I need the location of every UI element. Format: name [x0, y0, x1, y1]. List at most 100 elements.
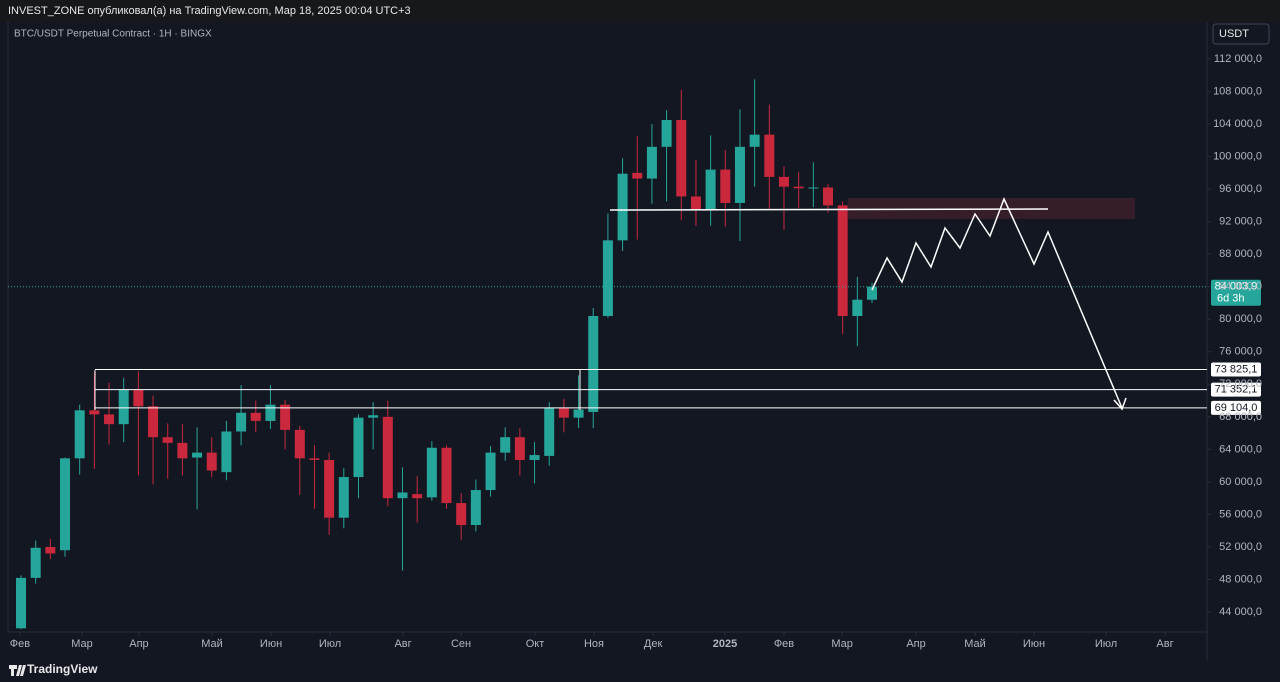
x-tick-label: Июн: [260, 638, 282, 650]
candle-body: [118, 390, 129, 425]
x-tick-label: Ноя: [584, 638, 604, 650]
candle-body: [45, 546, 56, 554]
y-tick-label: 56 000,0: [1219, 508, 1262, 520]
candle-body: [397, 492, 408, 499]
last-price-tag: [1211, 279, 1261, 306]
candle-body: [676, 120, 687, 197]
candle-body: [250, 412, 261, 421]
level-tag: [1211, 362, 1261, 377]
projection-arrow: [1113, 397, 1127, 411]
x-tick-label: Авг: [394, 638, 411, 650]
y-tick-label: 108 000,0: [1213, 85, 1262, 97]
x-tick-label: Сен: [451, 638, 471, 650]
y-tick-label: 60 000,0: [1219, 476, 1262, 488]
candle-body: [764, 134, 775, 177]
candle-body: [294, 429, 305, 459]
x-tick-label: Фев: [774, 638, 794, 650]
candle-body: [544, 407, 555, 456]
projection-path: [871, 197, 1123, 409]
candle-body: [867, 286, 878, 300]
x-tick-label: 2025: [713, 638, 737, 650]
candle-body: [16, 577, 27, 629]
y-tick-label: 92 000,0: [1219, 216, 1262, 228]
x-tick-label: Окт: [526, 638, 545, 650]
candle-body: [206, 452, 217, 471]
candle-body: [162, 437, 173, 443]
candle-body: [793, 186, 804, 189]
currency[interactable]: USDT: [1219, 28, 1249, 40]
candle-body: [808, 187, 819, 189]
candle-body: [280, 404, 291, 430]
y-tick-label: 112 000,0: [1214, 53, 1262, 65]
level-line: [609, 208, 1049, 211]
y-tick-label: 84 000,0: [1219, 281, 1262, 293]
candle-body: [470, 490, 481, 526]
y-tick-label: 68 000,0: [1219, 411, 1262, 423]
y-tick-label: 88 000,0: [1219, 248, 1262, 260]
candle-body: [690, 196, 701, 210]
top-bar: [0, 0, 1280, 22]
candle-body: [602, 240, 613, 317]
candle-body: [646, 146, 657, 179]
candle-body: [778, 176, 789, 187]
candle-body: [441, 447, 452, 504]
candle-body: [382, 416, 393, 499]
candle-body: [89, 410, 100, 415]
y-tick-label: 104 000,0: [1213, 118, 1262, 130]
candle-body: [192, 452, 203, 458]
x-tick-label: Фев: [10, 638, 30, 650]
candle-body: [426, 447, 437, 498]
x-tick-label: Май: [964, 638, 986, 650]
symbol-title: BTC/USDT Perpetual Contract · 1H · BINGX: [14, 29, 212, 40]
candle-body: [133, 390, 144, 407]
candle-body: [588, 316, 599, 412]
currency-button[interactable]: [1212, 23, 1270, 45]
x-tick-label: Май: [201, 638, 223, 650]
level-tag: [1211, 382, 1261, 397]
candle-body: [74, 410, 85, 459]
x-tick-label: Июл: [1095, 638, 1117, 650]
candle-body: [617, 173, 628, 241]
level-tag-label: 71 352,1: [1215, 383, 1258, 395]
candle-body: [734, 146, 745, 203]
x-tick-label: Июл: [319, 638, 341, 650]
x-tick-label: Июн: [1023, 638, 1045, 650]
level-tag: [1211, 400, 1261, 415]
level-tag-label: 69 104,0: [1215, 402, 1258, 414]
publisher: INVEST_ZONE опубликовал(а) на TradingVie…: [8, 5, 411, 17]
candle-body: [720, 169, 731, 203]
candle-body: [30, 547, 41, 578]
x-tick-label: Апр: [129, 638, 148, 650]
candle-body: [148, 406, 159, 438]
candle-body: [837, 205, 848, 317]
plot: [8, 79, 1207, 630]
candle-body: [823, 187, 834, 206]
candle-body: [324, 459, 335, 518]
y-tick-label: 76 000,0: [1219, 346, 1262, 358]
candle-body: [353, 417, 364, 478]
candle-body: [309, 458, 320, 460]
candle-body: [265, 404, 276, 421]
candle-body: [221, 431, 232, 473]
y-tick-label: 48 000,0: [1219, 573, 1262, 585]
candle-body: [529, 455, 540, 460]
x-tick-label: Мар: [71, 638, 93, 650]
candle-body: [485, 452, 496, 491]
candle-body: [104, 414, 115, 425]
candle-body: [573, 409, 584, 418]
candle-body: [338, 477, 349, 518]
y-tick-label: 100 000,0: [1213, 151, 1262, 163]
candle-body: [500, 437, 511, 453]
x-tick-label: Апр: [906, 638, 925, 650]
candle-body: [558, 407, 569, 418]
last-price-label: 84 003,9: [1215, 281, 1258, 293]
candle-body: [236, 412, 247, 432]
candle-body: [661, 120, 672, 147]
y-tick-label: 52 000,0: [1219, 541, 1262, 553]
candle-body: [749, 134, 760, 147]
candle-body: [705, 169, 716, 210]
candle-body: [60, 458, 71, 551]
candle-body: [412, 494, 423, 499]
